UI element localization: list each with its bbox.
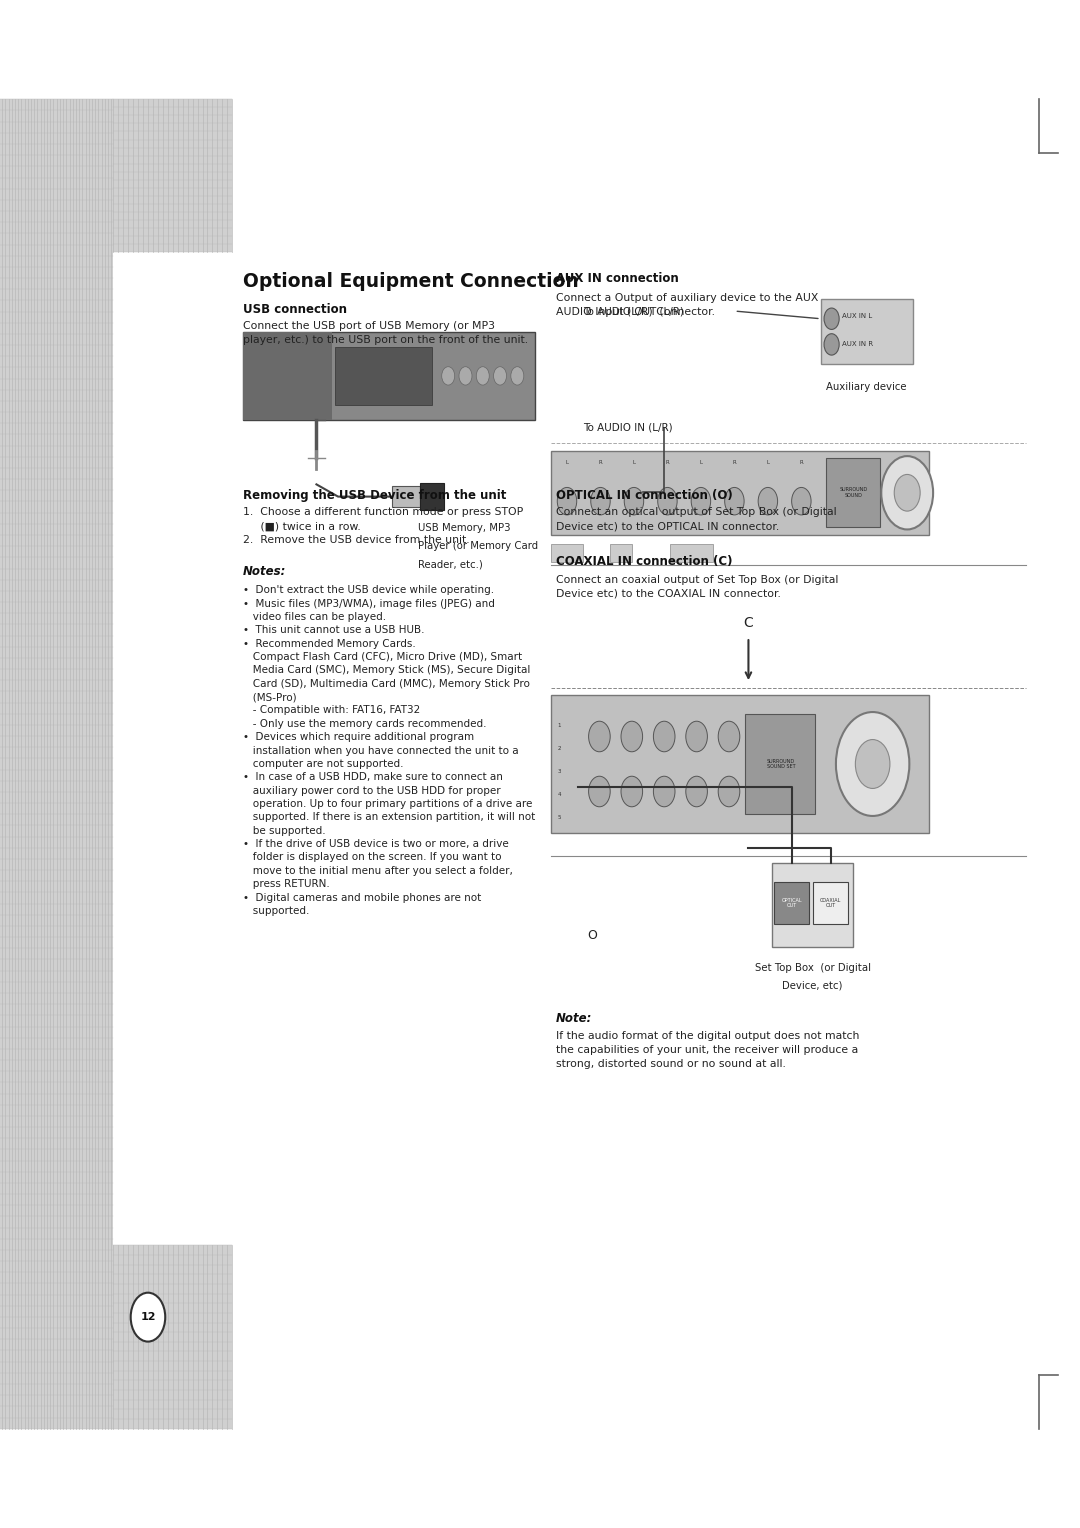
Bar bbox=[826, 458, 880, 527]
Text: USB connection: USB connection bbox=[243, 303, 347, 316]
Text: Optional Equipment Connection: Optional Equipment Connection bbox=[243, 272, 579, 290]
Bar bbox=[0, 99, 113, 1429]
Circle shape bbox=[621, 776, 643, 807]
Bar bbox=[551, 544, 583, 562]
Text: 4: 4 bbox=[557, 792, 562, 798]
Bar bbox=[335, 347, 432, 405]
Text: Set Top Box  (or Digital: Set Top Box (or Digital bbox=[755, 963, 870, 973]
Text: R: R bbox=[732, 460, 737, 465]
Text: Removing the USB Device from the unit: Removing the USB Device from the unit bbox=[243, 489, 507, 503]
Circle shape bbox=[511, 367, 524, 385]
Text: 1.  Choose a different function mode or press STOP
     (■) twice in a row.
2.  : 1. Choose a different function mode or p… bbox=[243, 507, 523, 545]
Circle shape bbox=[589, 721, 610, 752]
Circle shape bbox=[589, 776, 610, 807]
Circle shape bbox=[494, 367, 507, 385]
Text: R: R bbox=[598, 460, 603, 465]
Bar bbox=[551, 695, 929, 833]
Bar bbox=[243, 332, 332, 420]
Text: OPTICAL IN connection (O): OPTICAL IN connection (O) bbox=[556, 489, 733, 503]
Text: L: L bbox=[633, 460, 635, 465]
Text: C: C bbox=[743, 616, 754, 630]
Circle shape bbox=[658, 487, 677, 515]
Text: Connect an coaxial output of Set Top Box (or Digital
Device etc) to the COAXIAL : Connect an coaxial output of Set Top Box… bbox=[556, 575, 838, 599]
Bar bbox=[243, 332, 535, 420]
Text: OPTICAL
OUT: OPTICAL OUT bbox=[781, 897, 802, 909]
Circle shape bbox=[686, 721, 707, 752]
Text: •  Don't extract the USB device while operating.
•  Music files (MP3/WMA), image: • Don't extract the USB device while ope… bbox=[243, 585, 536, 915]
Text: Player (or Memory Card: Player (or Memory Card bbox=[418, 541, 538, 552]
Circle shape bbox=[557, 487, 577, 515]
Text: 1: 1 bbox=[557, 723, 562, 729]
Circle shape bbox=[653, 776, 675, 807]
Circle shape bbox=[131, 1293, 165, 1342]
Circle shape bbox=[442, 367, 455, 385]
Text: Auxiliary device: Auxiliary device bbox=[826, 382, 907, 393]
Text: 5: 5 bbox=[557, 814, 562, 821]
Text: 12: 12 bbox=[140, 1313, 156, 1322]
Circle shape bbox=[725, 487, 744, 515]
Text: AUX IN R: AUX IN R bbox=[842, 341, 874, 347]
Circle shape bbox=[718, 776, 740, 807]
Circle shape bbox=[792, 487, 811, 515]
Text: AUX IN connection: AUX IN connection bbox=[556, 272, 679, 286]
Text: COAXIAL IN connection (C): COAXIAL IN connection (C) bbox=[556, 555, 732, 568]
Circle shape bbox=[653, 721, 675, 752]
Circle shape bbox=[758, 487, 778, 515]
Text: If the audio format of the digital output does not match
the capabilities of you: If the audio format of the digital outpu… bbox=[556, 1031, 860, 1070]
Circle shape bbox=[624, 487, 644, 515]
Bar bbox=[113, 252, 232, 1245]
Circle shape bbox=[691, 487, 711, 515]
Bar bbox=[113, 1245, 232, 1429]
Bar bbox=[551, 451, 929, 535]
Bar bbox=[113, 99, 232, 252]
Text: COAXIAL
OUT: COAXIAL OUT bbox=[820, 897, 841, 909]
Circle shape bbox=[855, 740, 890, 788]
Text: SURROUND
SOUND SET: SURROUND SOUND SET bbox=[767, 758, 795, 770]
Text: L: L bbox=[767, 460, 769, 465]
Circle shape bbox=[881, 455, 933, 529]
Text: O: O bbox=[586, 929, 597, 941]
Text: Connect an optical output of Set Top Box (or Digital
Device etc) to the OPTICAL : Connect an optical output of Set Top Box… bbox=[556, 507, 837, 532]
Text: Reader, etc.): Reader, etc.) bbox=[418, 559, 483, 570]
Text: SURROUND
SOUND: SURROUND SOUND bbox=[839, 487, 867, 498]
Text: Note:: Note: bbox=[556, 1012, 593, 1025]
Circle shape bbox=[894, 474, 920, 510]
Text: AUX IN L: AUX IN L bbox=[842, 313, 873, 318]
Bar bbox=[420, 483, 444, 510]
Circle shape bbox=[686, 776, 707, 807]
Circle shape bbox=[824, 309, 839, 330]
Bar bbox=[774, 882, 809, 924]
Text: Connect a Output of auxiliary device to the AUX
AUDIO Input (L/R) Connector.: Connect a Output of auxiliary device to … bbox=[556, 293, 819, 318]
Bar bbox=[821, 299, 913, 364]
Text: USB Memory, MP3: USB Memory, MP3 bbox=[418, 523, 511, 533]
Circle shape bbox=[591, 487, 610, 515]
Text: R: R bbox=[799, 460, 804, 465]
Bar bbox=[610, 544, 632, 562]
Text: R: R bbox=[665, 460, 670, 465]
Text: L: L bbox=[700, 460, 702, 465]
Bar bbox=[392, 486, 420, 507]
Bar bbox=[670, 544, 713, 562]
Circle shape bbox=[836, 712, 909, 816]
Circle shape bbox=[476, 367, 489, 385]
Circle shape bbox=[621, 721, 643, 752]
Circle shape bbox=[718, 721, 740, 752]
Bar bbox=[745, 714, 815, 814]
Bar bbox=[813, 882, 848, 924]
Circle shape bbox=[824, 333, 839, 354]
Text: 2: 2 bbox=[557, 746, 562, 752]
Text: Device, etc): Device, etc) bbox=[782, 981, 843, 992]
Bar bbox=[772, 863, 853, 947]
Circle shape bbox=[459, 367, 472, 385]
Text: L: L bbox=[566, 460, 568, 465]
Text: To AUDIO OUT (L/R): To AUDIO OUT (L/R) bbox=[583, 306, 684, 316]
Text: Notes:: Notes: bbox=[243, 565, 286, 579]
Text: 3: 3 bbox=[557, 769, 562, 775]
Text: Connect the USB port of USB Memory (or MP3
player, etc.) to the USB port on the : Connect the USB port of USB Memory (or M… bbox=[243, 321, 528, 345]
Text: To AUDIO IN (L/R): To AUDIO IN (L/R) bbox=[583, 423, 673, 432]
